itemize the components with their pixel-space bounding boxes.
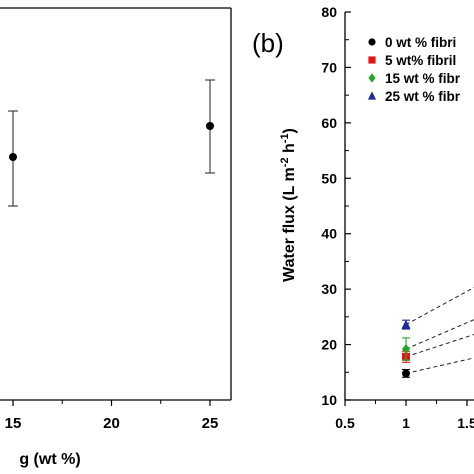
panel-b-y-tick-label: 70 xyxy=(321,59,337,75)
panel-a-x-tick-label: 20 xyxy=(103,415,120,432)
y-label-sup-2: -1 xyxy=(279,133,291,143)
panel-b-y-tick-label: 30 xyxy=(321,281,337,297)
panel-a-point xyxy=(206,122,214,130)
legend-marker xyxy=(367,91,377,100)
panel-b-x-tick-label: 1 xyxy=(402,415,410,431)
panel-b-fit-line xyxy=(405,357,474,374)
panel-b-y-tick-label: 10 xyxy=(321,392,337,408)
y-label-sup-1: -2 xyxy=(279,157,291,167)
panel-a-x-tick-label: 25 xyxy=(202,415,219,432)
panel-b-point xyxy=(402,344,410,355)
panel-a: 15 20 25 g (wt %) xyxy=(0,7,232,468)
legend-entry-label: 5 wt% fibril xyxy=(385,53,456,68)
panel-b-y-tick-label: 50 xyxy=(321,170,337,186)
panel-b-y-tick-label: 40 xyxy=(321,226,337,242)
panel-b-x-tick-label: 1.5 xyxy=(457,415,474,431)
panel-b-fit-line xyxy=(405,334,474,358)
legend-marker xyxy=(368,56,376,64)
panel-b-fit-lines xyxy=(405,287,474,374)
legend-marker xyxy=(368,73,376,83)
panel-b-legend: 0 wt % fibri 5 wt% fibril 15 wt % fibr 25 w… xyxy=(367,35,461,104)
panel-b-x-ticks: 0.5 1 1.5 xyxy=(335,400,474,431)
panel-a-x-label: g (wt %) xyxy=(19,451,80,468)
panel-b-y-tick-label: 60 xyxy=(321,115,337,131)
panel-a-x-tick-label: 15 xyxy=(5,415,22,432)
legend-entry-label: 25 wt % fibr xyxy=(385,89,461,104)
y-label-part-1: Water flux (L m xyxy=(281,167,298,282)
legend-marker xyxy=(368,38,376,46)
panel-b-y-tick-label: 80 xyxy=(321,4,337,20)
panel-b-x-tick-label: 0.5 xyxy=(335,415,355,431)
panel-b-y-label: Water flux (L m-2 h-1) xyxy=(279,128,298,282)
legend-entry-label: 15 wt % fibr xyxy=(385,71,461,86)
panel-b-fit-line xyxy=(405,319,474,350)
y-label-part-3: ) xyxy=(281,128,298,133)
panel-b-points xyxy=(401,319,411,378)
panel-b-y-ticks: 10 20 30 40 50 60 70 80 xyxy=(321,4,351,408)
panel-b-y-tick-label: 20 xyxy=(321,337,337,353)
panel-b-label: (b) xyxy=(252,28,284,58)
panel-b-point xyxy=(402,369,410,378)
panel-b: (b) 10 20 30 40 50 60 70 80 0.5 1 1.5 Water flux … xyxy=(252,4,474,431)
panel-b-point xyxy=(401,319,411,329)
panel-b-fit-line xyxy=(405,287,474,326)
panel-a-x-ticks: 15 20 25 xyxy=(5,400,219,432)
legend-entry-label: 0 wt % fibri xyxy=(385,35,456,50)
panel-a-points xyxy=(8,79,215,207)
y-label-part-2: h xyxy=(281,143,298,157)
panel-a-point xyxy=(9,153,17,161)
